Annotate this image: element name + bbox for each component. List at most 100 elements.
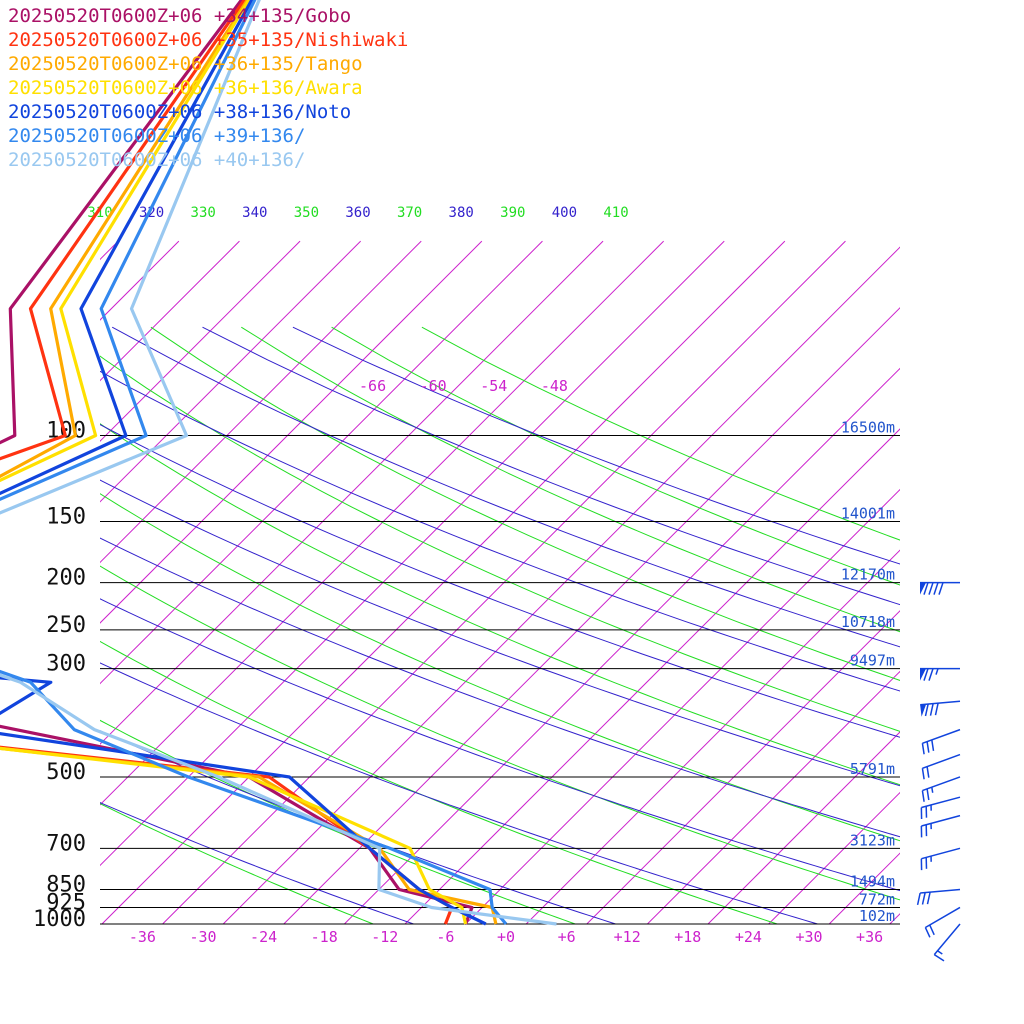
pressure-label: 250 bbox=[46, 613, 86, 638]
wind-barb-tick bbox=[933, 954, 945, 962]
wind-barb-flag bbox=[920, 668, 926, 681]
dry-adiabat bbox=[421, 326, 900, 541]
pressure-label: 925 bbox=[46, 890, 86, 915]
moist-adiabat bbox=[100, 801, 414, 924]
height-label: 10718m bbox=[841, 613, 895, 631]
wind-barbs bbox=[916, 581, 961, 962]
wind-barb bbox=[933, 923, 961, 956]
legend-entry: 20250520T0600Z+06 +39+136/ bbox=[8, 125, 306, 147]
theta-label: 380 bbox=[449, 205, 474, 221]
legend: 20250520T0600Z+06 +34+135/Gobo 20250520T0… bbox=[8, 4, 408, 172]
wind-barb-tick bbox=[923, 582, 929, 595]
wind-barb-tick bbox=[933, 582, 939, 595]
series-line bbox=[0, 0, 474, 925]
dry-adiabat bbox=[100, 423, 900, 786]
isotherm-line bbox=[100, 240, 301, 442]
moist-adiabat bbox=[292, 326, 900, 565]
wind-barb bbox=[921, 814, 961, 827]
pressure-label: 700 bbox=[46, 831, 86, 856]
dry-adiabat bbox=[150, 326, 900, 681]
isotherm-line bbox=[707, 731, 900, 924]
moist-adiabat bbox=[100, 598, 900, 892]
temperature-label: +12 bbox=[614, 928, 641, 946]
wind-barb bbox=[921, 847, 961, 860]
wind-barb-half-tick bbox=[937, 950, 943, 955]
legend-entry: 20250520T0600Z+06 +35+135/Nishiwaki bbox=[8, 29, 409, 51]
isotherm-label: -48 bbox=[541, 377, 568, 395]
wind-barb-tick bbox=[929, 924, 935, 936]
pressure-label: 1000 bbox=[33, 907, 86, 932]
temperature-label: -18 bbox=[311, 928, 338, 946]
temperature-label: +0 bbox=[497, 928, 515, 946]
height-label: 5791m bbox=[850, 760, 895, 778]
wind-barb-tick bbox=[916, 892, 921, 906]
moist-adiabat bbox=[202, 326, 900, 606]
pressure-label: 850 bbox=[46, 873, 86, 898]
wind-barb-tick bbox=[926, 788, 930, 801]
wind-barb bbox=[925, 906, 961, 929]
temperature-label: +18 bbox=[674, 928, 701, 946]
temperature-label: +6 bbox=[558, 928, 576, 946]
theta-label: 350 bbox=[294, 205, 319, 221]
wind-barb-tick bbox=[938, 582, 944, 595]
dry-adiabats bbox=[100, 326, 900, 924]
legend-entry: 20250520T0600Z+06 +38+136/Noto bbox=[8, 101, 352, 123]
series-line bbox=[0, 0, 468, 925]
pressure-label: 150 bbox=[46, 505, 86, 530]
moist-adiabat bbox=[100, 730, 616, 924]
wind-barb bbox=[922, 753, 961, 770]
moist-adiabat bbox=[100, 423, 900, 738]
wind-barb-tick bbox=[924, 927, 931, 938]
wind-barb-flag bbox=[920, 704, 927, 717]
moist-adiabat bbox=[100, 479, 900, 787]
height-label: 102m bbox=[859, 907, 895, 925]
wind-barb-tick bbox=[923, 668, 929, 681]
height-label: 9497m bbox=[850, 652, 895, 670]
wind-barb-tick bbox=[928, 668, 934, 681]
dry-adiabat bbox=[100, 493, 900, 842]
series-line bbox=[0, 0, 498, 925]
theta-label: 360 bbox=[345, 205, 370, 221]
wind-barb bbox=[920, 700, 961, 706]
temperature-label: -6 bbox=[436, 928, 454, 946]
isotherm-label: -54 bbox=[480, 377, 507, 395]
wind-barb-half-tick bbox=[935, 668, 939, 675]
pressure-label: 200 bbox=[46, 566, 86, 591]
wind-barb-tick bbox=[921, 790, 925, 802]
temperature-label: -30 bbox=[189, 928, 216, 946]
isotherm-line bbox=[768, 791, 900, 924]
legend-entry: 20250520T0600Z+06 +36+136/Awara bbox=[8, 77, 363, 99]
temperature-label: -24 bbox=[250, 928, 277, 946]
temperature-label: +36 bbox=[856, 928, 883, 946]
dry-adiabat bbox=[241, 326, 900, 633]
moist-adiabat bbox=[111, 326, 900, 648]
theta-label: 400 bbox=[552, 205, 577, 221]
wind-barb-tick bbox=[924, 703, 929, 717]
legend-entry: 20250520T0600Z+06 +34+135/Gobo bbox=[8, 5, 352, 27]
wind-barb-tick bbox=[921, 743, 925, 755]
pressure-label: 300 bbox=[46, 652, 86, 677]
isotherm-line bbox=[1011, 241, 1024, 924]
wind-barb-tick bbox=[926, 891, 931, 905]
isotherm-line bbox=[586, 610, 900, 924]
theta-label: 410 bbox=[603, 205, 628, 221]
temperature-label: -12 bbox=[371, 928, 398, 946]
dry-adiabat bbox=[100, 640, 778, 924]
wind-barb-tick bbox=[926, 766, 930, 778]
height-label: 12170m bbox=[841, 566, 895, 584]
series-line bbox=[0, 0, 508, 926]
wind-barb-tick bbox=[921, 768, 925, 780]
theta-label: 330 bbox=[191, 205, 216, 221]
isotherm-line bbox=[950, 241, 1024, 924]
wind-barb bbox=[922, 776, 961, 792]
theta-label: 340 bbox=[242, 205, 267, 221]
legend-entry: 20250520T0600Z+06 +40+136/ bbox=[8, 149, 306, 171]
sounding-series bbox=[0, 0, 557, 926]
theta-label: 370 bbox=[397, 205, 422, 221]
isotherm-label: -66 bbox=[359, 377, 386, 395]
series-line bbox=[0, 0, 487, 926]
wind-barb-tick bbox=[934, 703, 939, 716]
height-label: 14001m bbox=[841, 505, 895, 523]
dry-adiabat bbox=[331, 326, 900, 586]
